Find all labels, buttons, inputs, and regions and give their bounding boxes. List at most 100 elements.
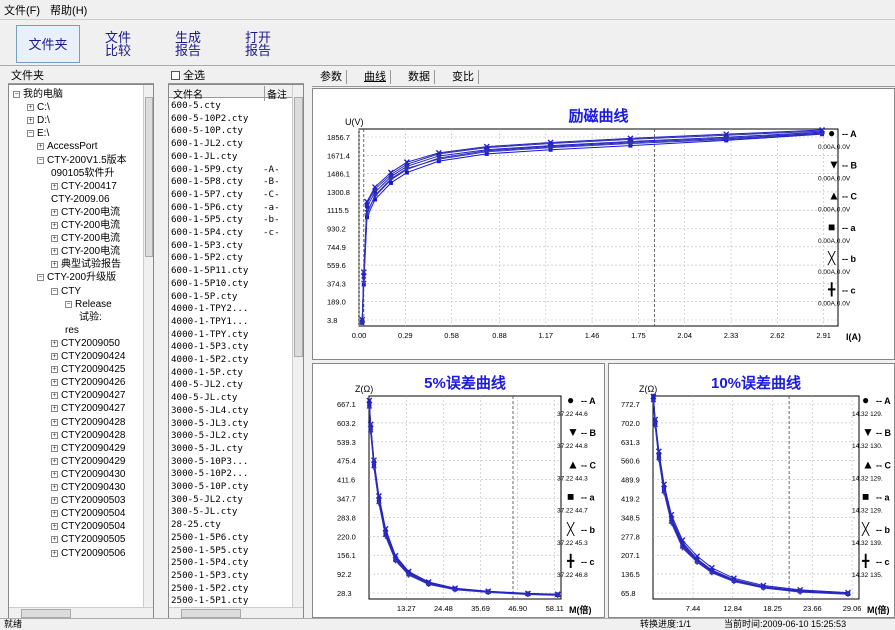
expand-icon[interactable]: + <box>51 523 58 531</box>
file-row[interactable]: 2500-1-5P5.cty <box>171 545 248 556</box>
collapse-icon[interactable]: − <box>27 130 34 138</box>
expand-icon[interactable]: + <box>51 222 58 229</box>
expand-icon[interactable]: + <box>51 248 58 256</box>
tree-item[interactable]: + CTY-200电流 <box>51 207 120 218</box>
tree-item[interactable]: − CTY <box>51 286 81 297</box>
filelist-vscrollbar[interactable] <box>292 85 303 607</box>
expand-icon[interactable]: + <box>51 431 58 439</box>
file-row[interactable]: 2500-1-5P1.cty <box>171 596 248 606</box>
file-row[interactable]: 4000-1-5P.cty <box>171 367 243 378</box>
tree-item[interactable]: + CTY20090505 <box>51 534 126 545</box>
file-row[interactable]: 600-1-5P9.cty -A- <box>171 164 280 175</box>
tree-item[interactable]: + CTY20090426 <box>51 377 126 388</box>
compare-button[interactable]: 文件 比较 <box>86 25 150 63</box>
collapse-icon[interactable]: − <box>51 287 58 295</box>
expand-icon[interactable]: + <box>51 536 58 544</box>
tree-item[interactable]: + CTY2009050 <box>51 338 120 349</box>
tree-item[interactable]: − CTY-200升级版 <box>37 272 116 283</box>
tree-item[interactable]: + AccessPort <box>37 141 98 152</box>
file-row[interactable]: 600-5.cty <box>171 101 221 111</box>
tree-item[interactable]: − 我的电脑 <box>13 89 63 100</box>
tree-item[interactable]: + CTY20090429 <box>51 456 126 467</box>
collapse-icon[interactable]: − <box>13 91 20 98</box>
file-row[interactable]: 600-1-5P5.cty -b- <box>171 215 280 225</box>
file-row[interactable]: 3000-5-JL2.cty <box>171 431 248 441</box>
tree-item[interactable]: + 典型试验报告 <box>51 259 121 270</box>
file-row[interactable]: 28-25.cty <box>171 520 221 530</box>
open-report-button[interactable]: 打开 报告 <box>226 25 290 63</box>
expand-icon[interactable]: + <box>51 418 58 426</box>
file-row[interactable]: 600-1-5P7.cty -C- <box>171 189 280 200</box>
tree-item[interactable]: + CTY-200电流 <box>51 246 120 257</box>
tree-item[interactable]: CTY-2009.06 <box>51 194 110 205</box>
file-row[interactable]: 2500-1-5P4.cty <box>171 558 248 568</box>
file-row[interactable]: 400-5-JL2.cty <box>171 380 243 390</box>
file-row[interactable]: 600-1-5P.cty <box>171 291 237 302</box>
tree-item[interactable]: + CTY-200417 <box>51 181 117 192</box>
filelist-hscroll-thumb[interactable] <box>181 609 241 618</box>
expand-icon[interactable]: + <box>51 392 58 400</box>
expand-icon[interactable]: + <box>51 510 58 518</box>
filelist-vscroll-thumb[interactable] <box>294 97 303 357</box>
col-note-header[interactable]: 备注 <box>264 86 287 101</box>
tree-item[interactable]: + CTY20090504 <box>51 521 126 532</box>
file-row[interactable]: 4000-1-TPY1... <box>171 316 248 327</box>
file-row[interactable]: 600-1-JL.cty <box>171 151 237 162</box>
tree-item[interactable]: + C:\ <box>27 102 50 113</box>
file-row[interactable]: 3000-5-JL3.cty <box>171 418 248 429</box>
tab-data[interactable]: 数据 <box>404 70 435 84</box>
file-row[interactable]: 4000-1-TPY2... <box>171 304 248 314</box>
tree-hscrollbar[interactable] <box>9 607 153 618</box>
expand-icon[interactable]: + <box>51 208 58 216</box>
tree-item[interactable]: res <box>65 325 79 336</box>
tab-ratio[interactable]: 变比 <box>448 70 479 84</box>
expand-icon[interactable]: + <box>51 484 58 491</box>
file-row[interactable]: 600-5-10P.cty <box>171 126 243 136</box>
file-row[interactable]: 600-1-5P2.cty <box>171 253 243 263</box>
tree-item[interactable]: + CTY20090428 <box>51 430 126 441</box>
tree-item[interactable]: + D:\ <box>27 115 50 126</box>
tree-vscrollbar[interactable] <box>143 85 153 607</box>
tree-item[interactable]: − CTY-200V1.5版本 <box>37 155 127 166</box>
file-row[interactable]: 2500-1-5P2.cty <box>171 583 248 594</box>
tab-params[interactable]: 参数 <box>316 70 347 84</box>
expand-icon[interactable]: + <box>51 444 58 452</box>
file-row[interactable]: 3000-5-10P3... <box>171 456 248 467</box>
tree-item[interactable]: − Release <box>65 299 112 310</box>
file-row[interactable]: 2500-1-5P3.cty <box>171 570 248 581</box>
select-all-checkbox[interactable] <box>171 71 180 80</box>
file-row[interactable]: 400-5-JL.cty <box>171 393 237 403</box>
file-row[interactable]: 600-1-5P10.cty <box>171 278 248 289</box>
collapse-icon[interactable]: − <box>65 300 72 308</box>
file-row[interactable]: 600-1-5P4.cty -c- <box>171 228 280 238</box>
tree-item[interactable]: + CTY20090427 <box>51 390 126 401</box>
expand-icon[interactable]: + <box>51 379 58 387</box>
expand-icon[interactable]: + <box>51 182 58 190</box>
file-row[interactable]: 2500-1-5P6.cty <box>171 532 248 543</box>
tree-item[interactable]: + CTY20090504 <box>51 508 126 519</box>
expand-icon[interactable]: + <box>51 549 58 557</box>
tab-curve[interactable]: 曲线 <box>360 70 391 84</box>
tree-item[interactable]: + CTY20090503 <box>51 495 126 506</box>
collapse-icon[interactable]: − <box>37 274 44 282</box>
expand-icon[interactable]: + <box>51 339 58 347</box>
expand-icon[interactable]: + <box>37 143 44 151</box>
file-row[interactable]: 4000-1-TPY.cty <box>171 329 248 340</box>
file-row[interactable]: 3000-5-JL4.cty <box>171 405 248 416</box>
tree-item[interactable]: + CTY-200电流 <box>51 220 120 231</box>
tree-item[interactable]: 试验: <box>79 312 102 323</box>
tree-item[interactable]: − E:\ <box>27 128 49 139</box>
generate-report-button[interactable]: 生成 报告 <box>156 25 220 63</box>
col-name-header[interactable]: 文件名 <box>173 90 203 101</box>
expand-icon[interactable]: + <box>51 235 58 243</box>
tree-item[interactable]: + CTY20090428 <box>51 417 126 428</box>
folder-button[interactable]: 文件夹 <box>16 25 80 63</box>
file-row[interactable]: 300-5-JL2.cty <box>171 494 243 505</box>
menu-file[interactable]: 文件(F) <box>4 4 41 17</box>
file-row[interactable]: 3000-5-JL.cty <box>171 443 243 454</box>
file-row[interactable]: 4000-1-5P2.cty <box>171 355 248 365</box>
expand-icon[interactable]: + <box>51 497 58 505</box>
file-row[interactable]: 600-1-5P3.cty <box>171 240 243 251</box>
expand-icon[interactable]: + <box>51 353 58 360</box>
file-row[interactable]: 300-5-JL.cty <box>171 507 237 517</box>
